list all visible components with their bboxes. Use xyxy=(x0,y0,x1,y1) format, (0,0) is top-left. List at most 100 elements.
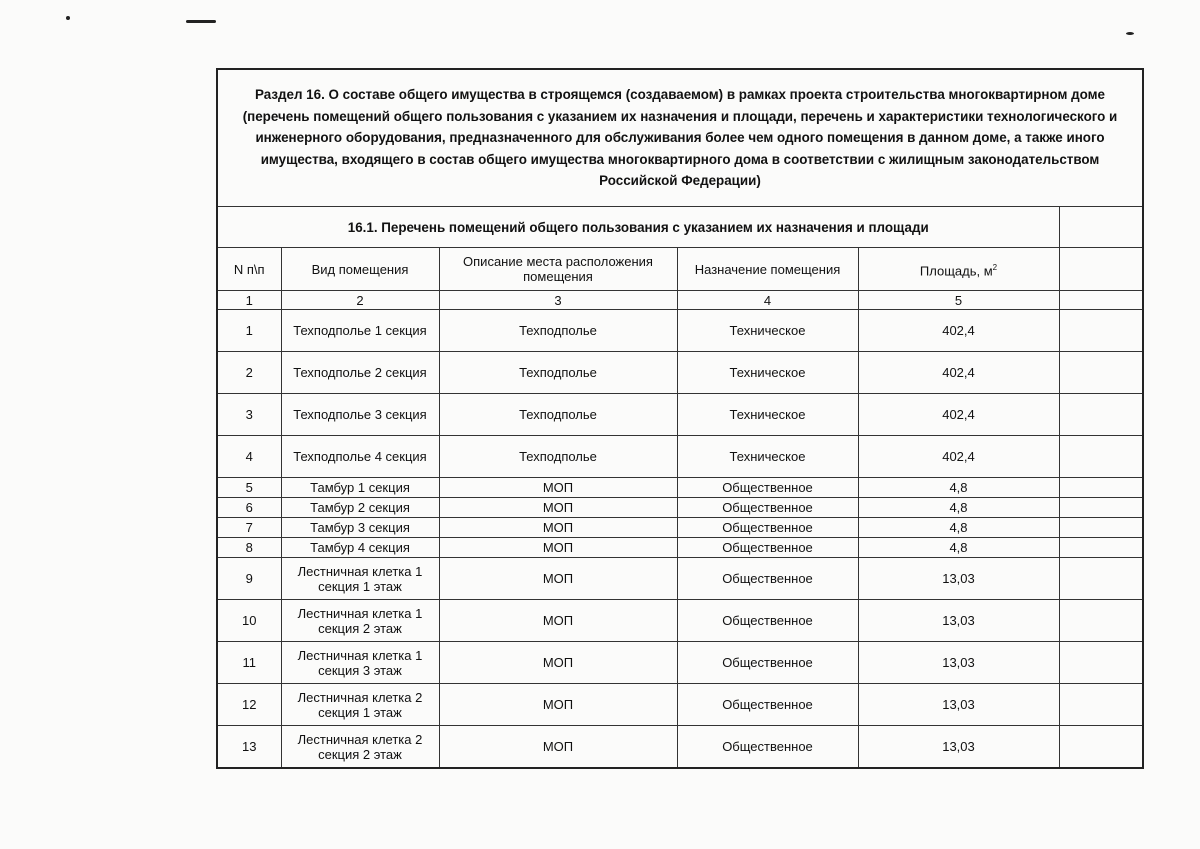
cell-area: 13,03 xyxy=(857,599,1060,642)
cell-area: 13,03 xyxy=(857,557,1060,600)
empty-cell xyxy=(1058,351,1144,394)
col-header-n: N п\п xyxy=(216,247,282,291)
cell-n: 2 xyxy=(216,351,282,394)
column-number-row: 1 2 3 4 5 xyxy=(216,290,1144,310)
common-property-table: Раздел 16. О составе общего имущества в … xyxy=(216,68,1144,769)
empty-cell xyxy=(1058,206,1144,248)
cell-area: 402,4 xyxy=(857,351,1060,394)
cell-n: 11 xyxy=(216,641,282,684)
table-row: 4 Техподполье 4 секция Техподполье Техничес… xyxy=(216,435,1144,478)
cell-area: 4,8 xyxy=(857,477,1060,498)
table-row: 11 Лестничная клетка 1 секция 3 этаж МОП Об… xyxy=(216,641,1144,684)
cell-type: Техподполье 4 секция xyxy=(280,435,440,478)
cell-location: МОП xyxy=(438,537,678,558)
cell-type: Лестничная клетка 1 секция 3 этаж xyxy=(280,641,440,684)
cell-purpose: Техническое xyxy=(676,351,859,394)
cell-type: Тамбур 2 секция xyxy=(280,497,440,518)
table-row: 9 Лестничная клетка 1 секция 1 этаж МОП Общ… xyxy=(216,557,1144,600)
cell-location: Техподполье xyxy=(438,351,678,394)
cell-purpose: Техническое xyxy=(676,435,859,478)
cell-n: 3 xyxy=(216,393,282,436)
cell-n: 9 xyxy=(216,557,282,600)
cell-purpose: Техническое xyxy=(676,309,859,352)
cell-area: 402,4 xyxy=(857,435,1060,478)
cell-area: 13,03 xyxy=(857,683,1060,726)
col-header-area: Площадь, м2 xyxy=(857,247,1060,291)
cell-type: Техподполье 1 секция xyxy=(280,309,440,352)
table-row: 10 Лестничная клетка 1 секция 2 этаж МОП Об… xyxy=(216,599,1144,642)
cell-area: 4,8 xyxy=(857,497,1060,518)
column-number: 2 xyxy=(280,290,440,310)
cell-n: 5 xyxy=(216,477,282,498)
col-header-location: Описание места расположения помещения xyxy=(438,247,678,291)
cell-location: МОП xyxy=(438,725,678,769)
cell-type: Техподполье 2 секция xyxy=(280,351,440,394)
cell-purpose: Общественное xyxy=(676,599,859,642)
cell-type: Техподполье 3 секция xyxy=(280,393,440,436)
cell-n: 10 xyxy=(216,599,282,642)
table-row: 12 Лестничная клетка 2 секция 1 этаж МОП Об… xyxy=(216,683,1144,726)
section-title: Раздел 16. О составе общего имущества в … xyxy=(216,68,1144,207)
cell-location: Техподполье xyxy=(438,435,678,478)
scan-speck xyxy=(186,20,216,23)
cell-purpose: Общественное xyxy=(676,497,859,518)
table-row: 3 Техподполье 3 секция Техподполье Техничес… xyxy=(216,393,1144,436)
empty-cell xyxy=(1058,599,1144,642)
table-row: 7 Тамбур 3 секция МОП Общественное 4,8 xyxy=(216,517,1144,538)
col-header-purpose: Назначение помещения xyxy=(676,247,859,291)
cell-purpose: Общественное xyxy=(676,725,859,769)
column-number: 3 xyxy=(438,290,678,310)
cell-location: Техподполье xyxy=(438,393,678,436)
cell-location: МОП xyxy=(438,683,678,726)
cell-purpose: Общественное xyxy=(676,557,859,600)
cell-type: Тамбур 3 секция xyxy=(280,517,440,538)
empty-cell xyxy=(1058,435,1144,478)
cell-purpose: Общественное xyxy=(676,641,859,684)
table-row: 1 Техподполье 1 секция Техподполье Техничес… xyxy=(216,309,1144,352)
empty-cell xyxy=(1058,537,1144,558)
table-row: 8 Тамбур 4 секция МОП Общественное 4,8 xyxy=(216,537,1144,558)
cell-location: МОП xyxy=(438,557,678,600)
empty-cell xyxy=(1058,683,1144,726)
cell-type: Лестничная клетка 1 секция 1 этаж xyxy=(280,557,440,600)
empty-cell xyxy=(1058,641,1144,684)
table-row: 5 Тамбур 1 секция МОП Общественное 4,8 xyxy=(216,477,1144,498)
subsection-title: 16.1. Перечень помещений общего пользова… xyxy=(216,206,1060,248)
column-number: 4 xyxy=(676,290,859,310)
scan-speck xyxy=(66,16,70,20)
cell-n: 7 xyxy=(216,517,282,538)
cell-type: Тамбур 4 секция xyxy=(280,537,440,558)
cell-area: 402,4 xyxy=(857,309,1060,352)
col-header-type: Вид помещения xyxy=(280,247,440,291)
cell-n: 8 xyxy=(216,537,282,558)
cell-location: МОП xyxy=(438,517,678,538)
cell-n: 6 xyxy=(216,497,282,518)
table-row: 13 Лестничная клетка 2 секция 2 этаж МОП Об… xyxy=(216,725,1144,769)
cell-location: Техподполье xyxy=(438,309,678,352)
empty-cell xyxy=(1058,290,1144,310)
empty-cell xyxy=(1058,393,1144,436)
cell-purpose: Общественное xyxy=(676,683,859,726)
cell-type: Лестничная клетка 1 секция 2 этаж xyxy=(280,599,440,642)
cell-area: 13,03 xyxy=(857,641,1060,684)
cell-n: 12 xyxy=(216,683,282,726)
area-label: Площадь, м xyxy=(919,263,993,279)
cell-purpose: Техническое xyxy=(676,393,859,436)
cell-area: 4,8 xyxy=(857,537,1060,558)
table-row: 6 Тамбур 2 секция МОП Общественное 4,8 xyxy=(216,497,1144,518)
area-unit-sup: 2 xyxy=(992,262,998,272)
empty-cell xyxy=(1058,309,1144,352)
cell-purpose: Общественное xyxy=(676,477,859,498)
header-row: N п\п Вид помещения Описание места распо… xyxy=(216,247,1144,291)
cell-type: Лестничная клетка 2 секция 1 этаж xyxy=(280,683,440,726)
cell-n: 1 xyxy=(216,309,282,352)
empty-cell xyxy=(1058,247,1144,291)
cell-location: МОП xyxy=(438,477,678,498)
cell-location: МОП xyxy=(438,641,678,684)
empty-cell xyxy=(1058,497,1144,518)
cell-type: Тамбур 1 секция xyxy=(280,477,440,498)
column-number: 1 xyxy=(216,290,282,310)
cell-location: МОП xyxy=(438,497,678,518)
scan-speck xyxy=(1126,32,1134,35)
cell-purpose: Общественное xyxy=(676,537,859,558)
